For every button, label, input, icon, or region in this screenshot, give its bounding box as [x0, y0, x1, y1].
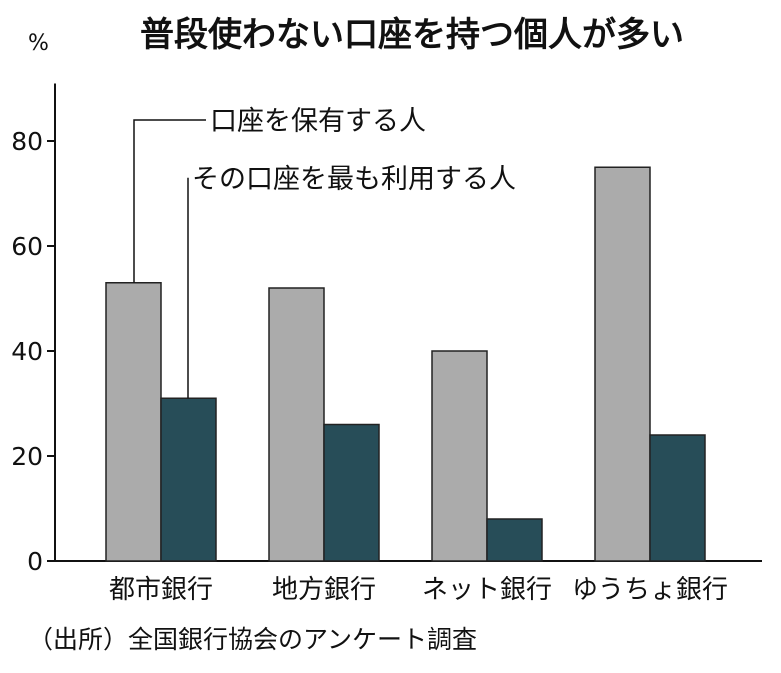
bar-holders-1 — [268, 287, 325, 562]
y-tick-label: 40 — [11, 337, 43, 366]
bar-main-users-3 — [649, 434, 706, 562]
y-axis: 0 20 40 60 80 — [11, 83, 56, 576]
x-axis: 都市銀行 地方銀行 ネット銀行 ゆうちょ銀行 — [55, 560, 762, 605]
bar-holders-3 — [594, 166, 651, 562]
y-tick-label: 0 — [27, 547, 43, 576]
chart-title: 普段使わない口座を持つ個人が多い — [140, 15, 684, 55]
bar-holders-0 — [105, 282, 162, 562]
bar-series-group — [105, 166, 706, 562]
legend-label: その口座を最も利用する人 — [192, 164, 516, 195]
x-category-label: 地方銀行 — [272, 575, 376, 605]
x-category-label: ゆうちょ銀行 — [572, 575, 728, 605]
bar-main-users-0 — [160, 397, 217, 562]
y-tick-label: 80 — [11, 127, 43, 156]
bar-holders-2 — [431, 350, 488, 562]
x-category-label: ネット銀行 — [422, 575, 552, 605]
source-note: （出所）全国銀行協会のアンケート調査 — [28, 625, 477, 654]
y-axis-unit: % — [28, 31, 49, 56]
legend-label: 口座を保有する人 — [210, 106, 426, 137]
bar-main-users-1 — [323, 423, 380, 562]
bar-main-users-2 — [486, 518, 543, 562]
x-category-label: 都市銀行 — [109, 575, 213, 605]
y-tick-label: 20 — [11, 442, 43, 471]
legend-leader-line — [133, 119, 206, 283]
y-tick-label: 60 — [11, 232, 43, 261]
